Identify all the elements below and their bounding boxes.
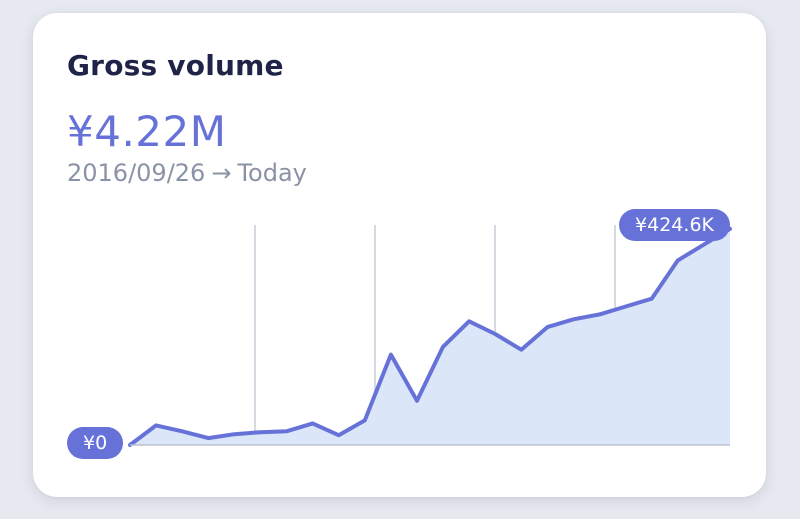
chart-point	[519, 348, 523, 352]
chart-point	[154, 423, 158, 427]
arrow-right-icon: →	[211, 159, 232, 187]
chart-point	[363, 418, 367, 422]
card-title: Gross volume	[67, 49, 284, 82]
chart-point	[493, 332, 497, 336]
gross-volume-card[interactable]: Gross volume ¥4.22M 2016/09/26 → Today ¥0 …	[33, 13, 766, 497]
date-range-end: Today	[237, 159, 307, 187]
chart-point	[441, 345, 445, 349]
chart-point	[676, 258, 680, 262]
chart-point	[415, 399, 419, 403]
chart-point	[337, 433, 341, 437]
chart-point	[180, 429, 184, 433]
chart-point	[545, 325, 549, 329]
chart-point	[624, 305, 628, 309]
chart-point	[206, 436, 210, 440]
chart-point	[650, 297, 654, 301]
date-range: 2016/09/26 → Today	[67, 159, 307, 187]
chart-point	[389, 353, 393, 357]
chart-start-value-badge: ¥0	[67, 427, 124, 459]
chart-point	[311, 421, 315, 425]
chart-point	[467, 319, 471, 323]
chart-end-value-badge: ¥424.6K	[619, 209, 730, 241]
total-amount: ¥4.22M	[67, 107, 227, 156]
chart-point	[598, 312, 602, 316]
chart-point	[232, 432, 236, 436]
chart-point	[572, 317, 576, 321]
chart-point	[285, 429, 289, 433]
chart-point	[702, 243, 706, 247]
date-range-start: 2016/09/26	[67, 159, 206, 187]
gross-volume-chart	[128, 225, 732, 447]
chart-point	[128, 443, 132, 447]
chart-point	[258, 430, 262, 434]
chart-series-line	[128, 226, 732, 447]
chart-area-fill	[130, 228, 730, 445]
